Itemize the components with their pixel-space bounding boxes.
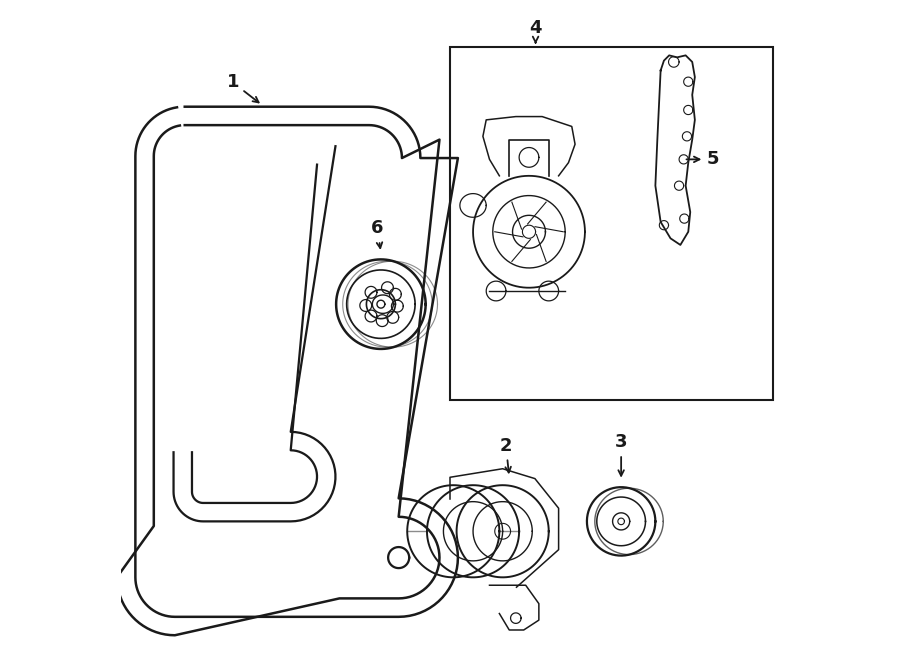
Text: 5: 5 [687, 150, 719, 169]
Text: 4: 4 [529, 19, 542, 43]
Text: 2: 2 [500, 437, 512, 473]
Bar [450, 48, 772, 400]
Text: 3: 3 [615, 434, 627, 476]
Text: 1: 1 [227, 73, 258, 102]
Text: 6: 6 [372, 219, 383, 248]
